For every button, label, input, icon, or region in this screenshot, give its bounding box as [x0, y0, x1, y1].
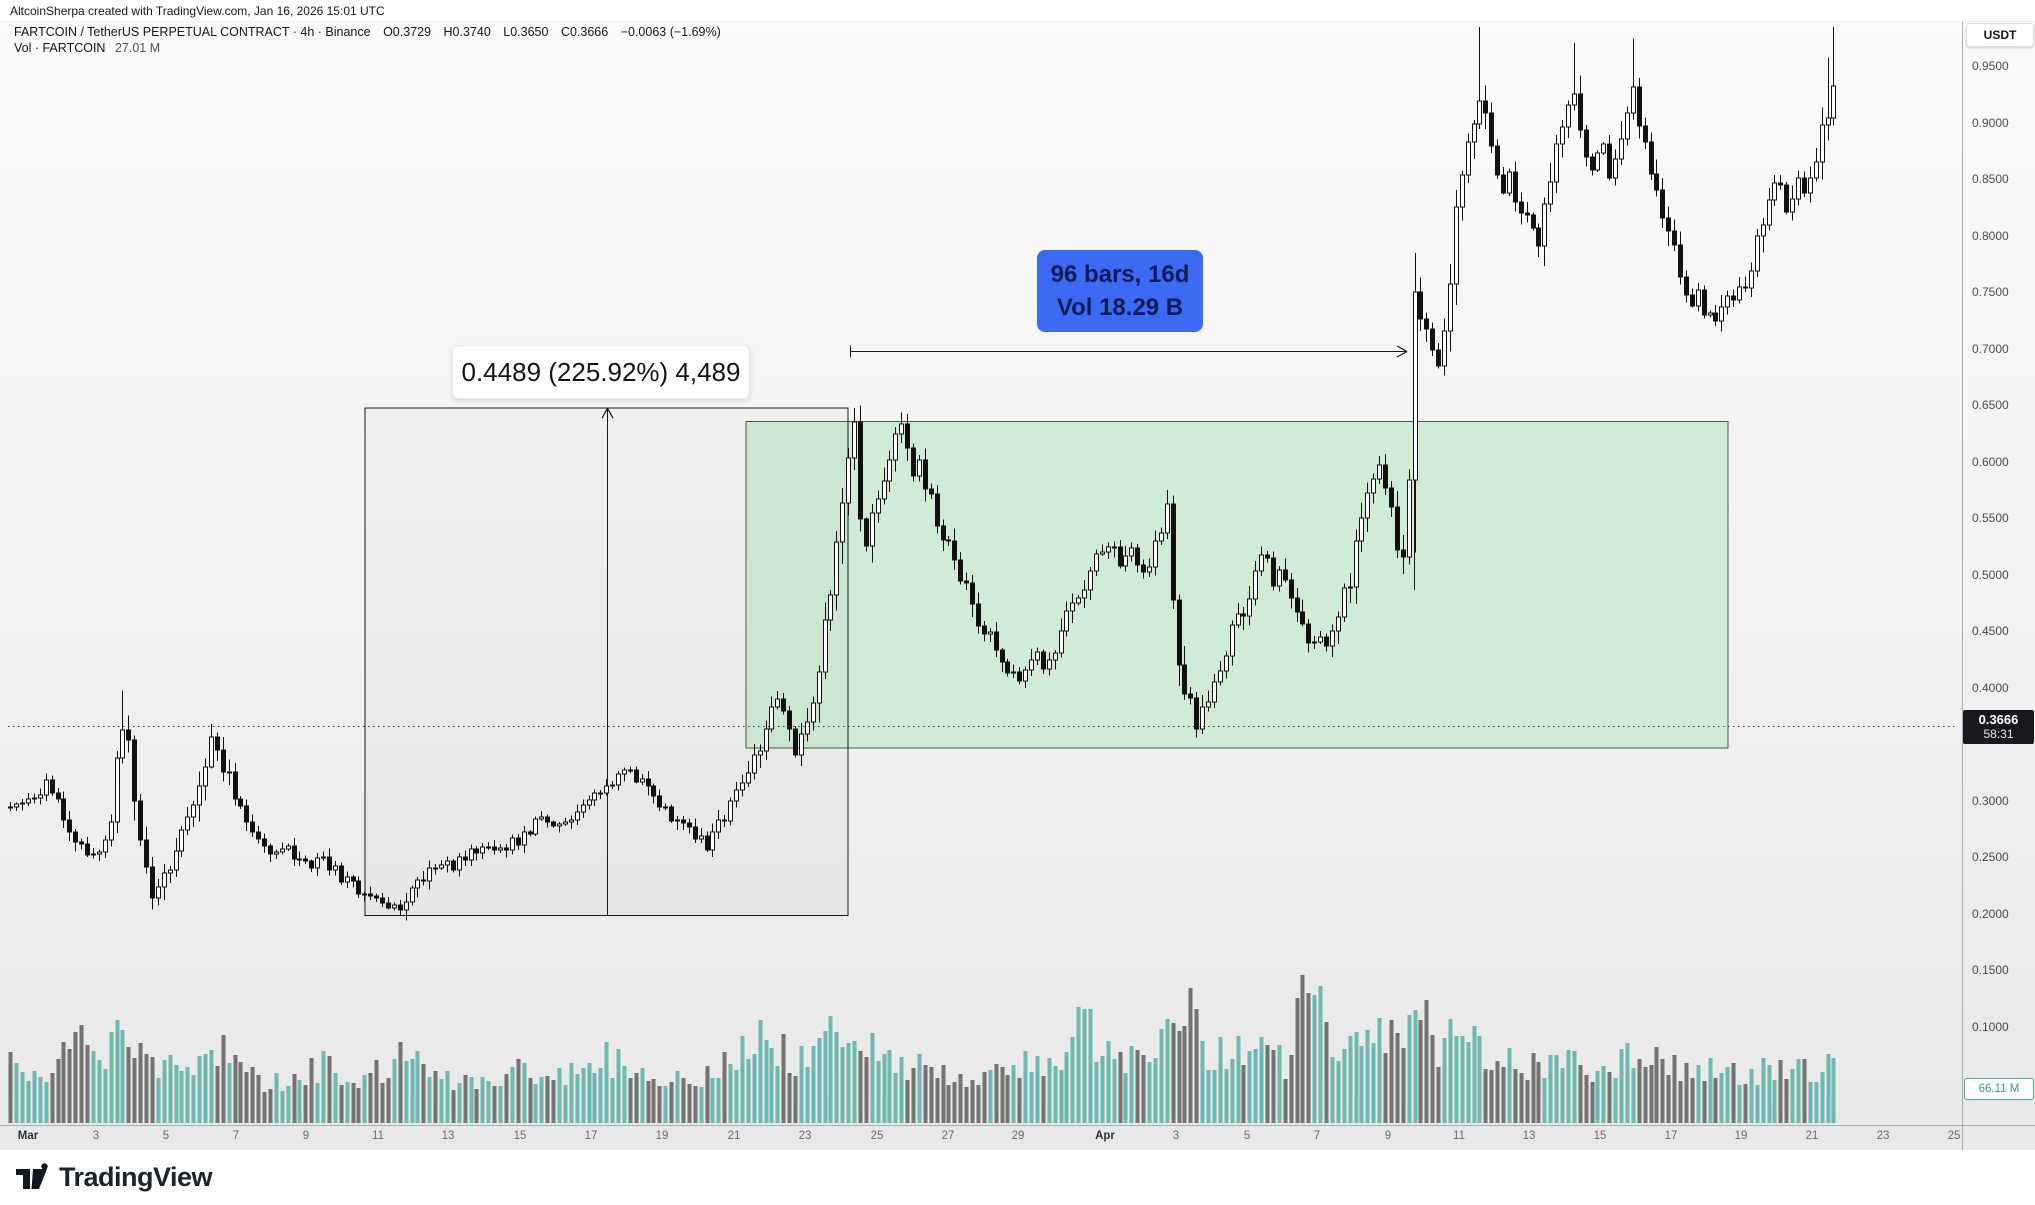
bar-countdown: 58:31	[1983, 726, 2014, 741]
attribution-bar: AltcoinSherpa created with TradingView.c…	[0, 0, 2035, 22]
price-tick-label: 0.4000	[1972, 681, 2009, 695]
symbol-title[interactable]: FARTCOIN / TetherUS PERPETUAL CONTRACT ·…	[14, 25, 371, 39]
price-range-measure-text: 0.4489 (225.92%) 4,489	[461, 356, 741, 387]
price-tick-label: 0.8500	[1972, 172, 2009, 186]
price-tick-label: 0.1000	[1972, 1020, 2009, 1034]
volume-value: 27.01 M	[114, 41, 161, 55]
price-tick-label: 0.3000	[1972, 794, 2009, 808]
last-price-value: 0.3666	[1978, 711, 2019, 727]
date-tick-label: 7	[1313, 1130, 1321, 1142]
volume-axis-value: 66.11 M	[1978, 1083, 2020, 1095]
date-tick-label: 5	[162, 1130, 170, 1142]
green-consolidation-box	[745, 420, 1729, 749]
price-range-tool-rect	[364, 407, 849, 916]
currency-toggle-label: USDT	[1983, 28, 2017, 42]
symbol-row[interactable]: FARTCOIN / TetherUS PERPETUAL CONTRACT ·…	[14, 25, 721, 39]
chart-legend: FARTCOIN / TetherUS PERPETUAL CONTRACT ·…	[14, 25, 721, 55]
price-tick-label: 0.6500	[1972, 398, 2009, 412]
ohlc-change: −0.0063 (−1.69%)	[620, 25, 721, 39]
date-tick-label: Apr	[1095, 1130, 1115, 1142]
date-tick-label: 23	[798, 1130, 812, 1142]
price-tick-label: 0.2500	[1972, 850, 2009, 864]
volume-row: Vol · FARTCOIN 27.01 M	[14, 41, 721, 55]
date-tick-label: 11	[1453, 1130, 1465, 1142]
bars-range-line1: 96 bars, 16d	[1050, 261, 1190, 288]
tradingview-logo[interactable]: TradingView	[0, 1150, 2035, 1205]
last-price-badge: 0.3666 58:31	[1963, 709, 2034, 744]
date-tick-label: 17	[584, 1130, 598, 1142]
price-tick-label: 0.5000	[1972, 568, 2009, 582]
date-tick-label: 9	[1384, 1130, 1392, 1142]
price-tick-label: 0.7000	[1972, 342, 2009, 356]
bars-range-arrowhead	[1396, 345, 1408, 358]
date-tick-label: 25	[870, 1130, 884, 1142]
date-tick-label: 11	[372, 1130, 384, 1142]
date-tick-label: 21	[727, 1130, 741, 1142]
currency-toggle-button[interactable]: USDT	[1966, 23, 2034, 47]
date-tick-label: 5	[1243, 1130, 1251, 1142]
ohlc-high: H0.3740	[443, 25, 491, 39]
date-tick-label: 3	[92, 1130, 100, 1142]
bars-range-measure-label[interactable]: 96 bars, 16d Vol 18.29 B	[1037, 250, 1203, 332]
volume-axis-badge: 66.11 M	[1964, 1078, 2034, 1100]
date-tick-label: 25	[1947, 1130, 1961, 1142]
ohlc-low: L0.3650	[503, 25, 549, 39]
volume-bars-up	[14, 986, 1836, 1123]
date-tick-label: 15	[513, 1130, 527, 1142]
date-tick-label: 21	[1805, 1130, 1819, 1142]
price-tick-label: 0.4500	[1972, 624, 2009, 638]
price-tick-label: 0.5500	[1972, 511, 2009, 525]
price-tick-label: 0.9000	[1972, 116, 2009, 130]
price-tick-label: 0.7500	[1972, 285, 2009, 299]
ohlc-close: C0.3666	[560, 25, 609, 39]
candle-bodies-down	[8, 86, 1807, 911]
date-tick-label: 13	[1522, 1130, 1536, 1142]
candle-bodies-up	[14, 85, 1836, 911]
bars-range-line2: Vol 18.29 B	[1056, 294, 1184, 321]
date-tick-label: Mar	[17, 1130, 39, 1142]
date-tick-label: 27	[941, 1130, 955, 1142]
date-tick-label: 23	[1876, 1130, 1890, 1142]
attribution-text: AltcoinSherpa created with TradingView.c…	[10, 4, 385, 18]
price-tick-label: 0.1500	[1972, 963, 2009, 977]
price-range-measure-label[interactable]: 0.4489 (225.92%) 4,489	[452, 345, 750, 399]
price-tick-label: 0.2000	[1972, 907, 2009, 921]
date-tick-label: 3	[1172, 1130, 1180, 1142]
date-tick-label: 19	[1734, 1130, 1748, 1142]
price-range-arrowhead	[601, 407, 614, 419]
price-tick-label: 0.8000	[1972, 229, 2009, 243]
date-tick-label: 13	[441, 1130, 455, 1142]
price-tick-label: 0.9500	[1972, 59, 2009, 73]
volume-label: Vol · FARTCOIN	[14, 41, 106, 55]
volume-bars-down	[8, 975, 1807, 1123]
date-tick-label: 29	[1011, 1130, 1025, 1142]
tradingview-logo-icon	[16, 1162, 48, 1189]
price-tick-label: 0.6000	[1972, 455, 2009, 469]
ohlc-open: O0.3729	[383, 25, 432, 39]
date-tick-label: 7	[232, 1130, 240, 1142]
date-tick-label: 9	[302, 1130, 310, 1142]
date-tick-label: 15	[1593, 1130, 1607, 1142]
date-tick-label: 19	[655, 1130, 669, 1142]
date-tick-label: 17	[1664, 1130, 1678, 1142]
tradingview-logo-text: TradingView	[59, 1162, 213, 1192]
